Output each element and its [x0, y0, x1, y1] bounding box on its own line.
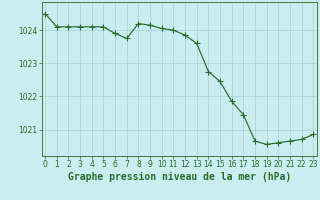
X-axis label: Graphe pression niveau de la mer (hPa): Graphe pression niveau de la mer (hPa) [68, 172, 291, 182]
